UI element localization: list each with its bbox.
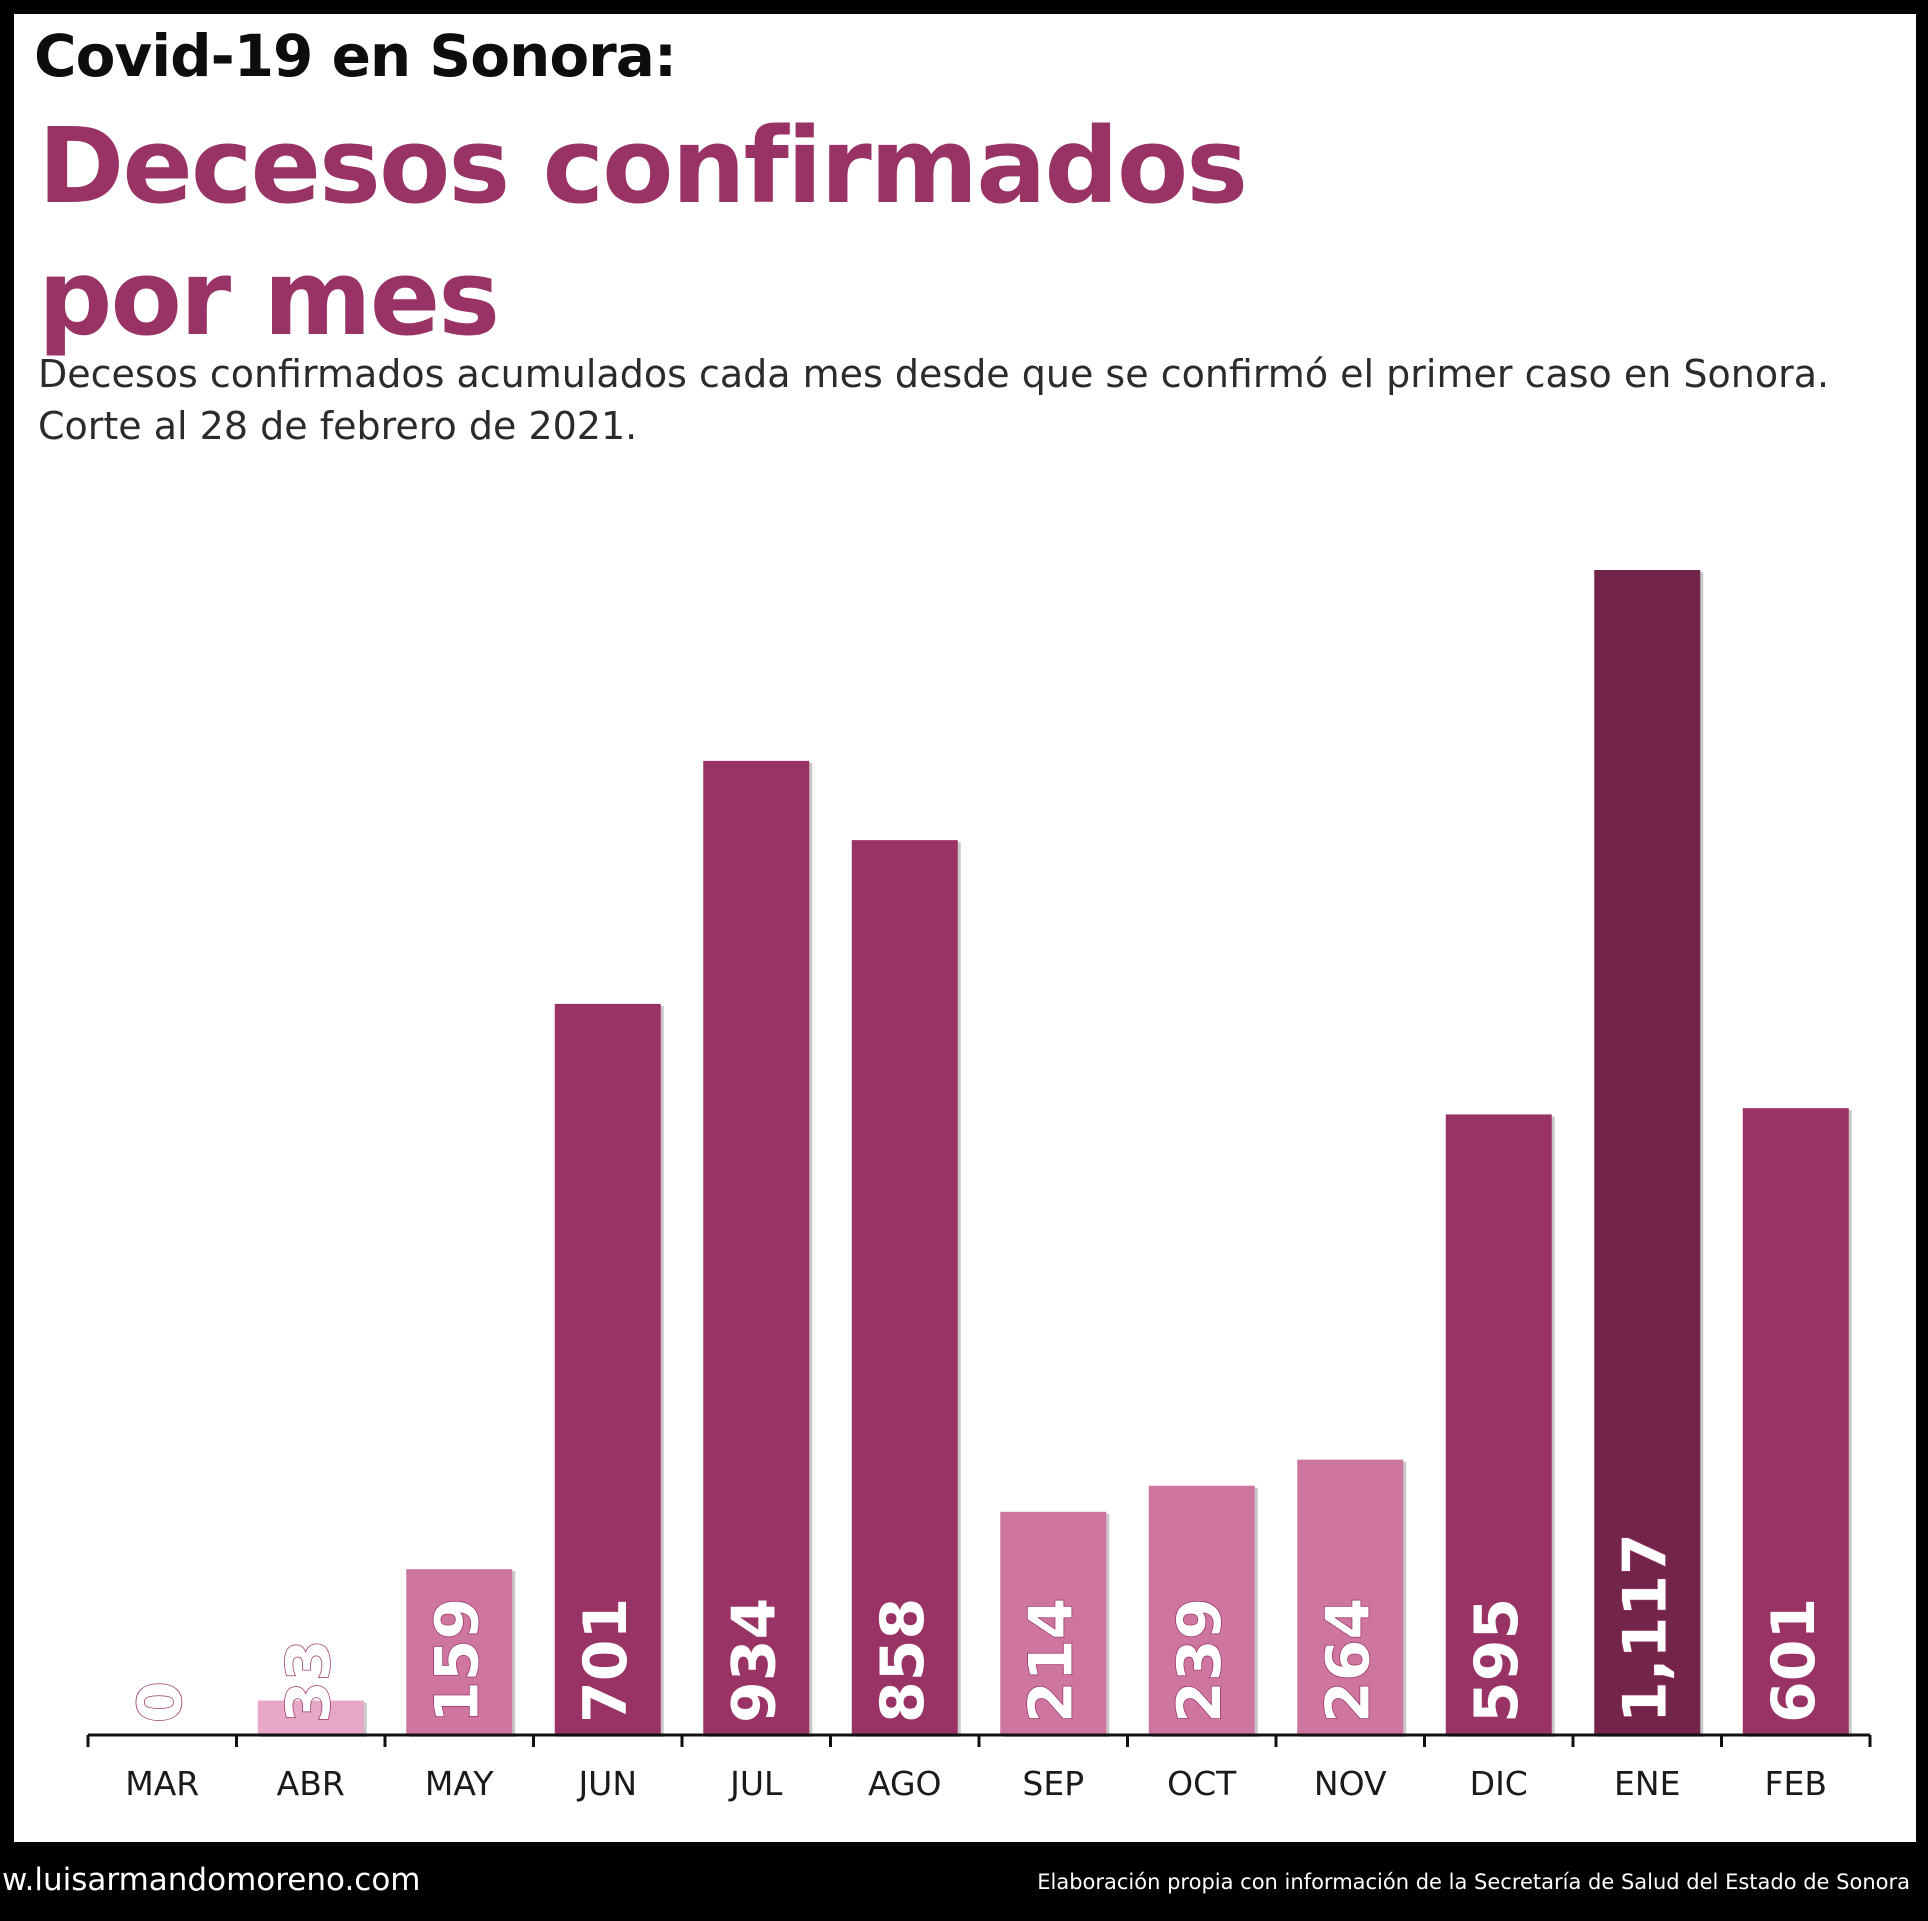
data-label-mar: 0 (125, 1681, 195, 1723)
data-label-dic: 595 (1462, 1598, 1532, 1723)
data-label-oct: 239 (1165, 1598, 1235, 1723)
data-label-feb: 601 (1759, 1598, 1829, 1723)
page-title-line-1: Decesos confirmados (38, 105, 1248, 227)
data-label-may: 159 (422, 1598, 492, 1723)
data-label-jul: 934 (719, 1598, 789, 1723)
tick-label-may: MAY (425, 1764, 494, 1803)
data-labels-layer: 0 33 159 701 934 858 214 239 264 595 1,117 601 (125, 1532, 1830, 1724)
tick-label-abr: ABR (277, 1764, 345, 1803)
tick-label-feb: FEB (1765, 1764, 1827, 1803)
tick-label-sep: SEP (1022, 1764, 1084, 1803)
page-title: Decesos confirmados por mes (38, 100, 1338, 364)
tick-label-jun: JUN (576, 1764, 637, 1803)
bar-may (406, 1569, 513, 1735)
data-label-ene: 1,117 (1610, 1533, 1680, 1723)
super-title: Covid-19 en Sonora: (34, 22, 677, 90)
bar-jul (703, 760, 810, 1735)
tick-label-oct: OCT (1167, 1764, 1237, 1803)
subtitle: Decesos confirmados acumulados cada mes … (38, 348, 1878, 452)
page-title-line-2: por mes (38, 237, 500, 359)
tick-label-dic: DIC (1470, 1764, 1528, 1803)
bar-sep (1000, 1511, 1107, 1735)
bar-abr (257, 1700, 364, 1735)
tick-label-mar: MAR (125, 1764, 199, 1803)
tick-label-ago: AGO (868, 1764, 942, 1803)
data-label-jun: 701 (571, 1598, 641, 1723)
bar-jun (554, 1003, 661, 1735)
subtitle-line-2: Corte al 28 de febrero de 2021. (38, 404, 638, 448)
x-axis: MAR ABR MAY JUN JUL AGO SEP OCT NOV DIC ENE FEB (86, 1733, 1872, 1803)
subtitle-line-1: Decesos confirmados acumulados cada mes … (38, 352, 1830, 396)
footer-website: w.luisarmandomoreno.com (2, 1862, 421, 1898)
tick-label-nov: NOV (1314, 1764, 1387, 1803)
data-label-abr: 33 (274, 1640, 344, 1724)
bar-feb (1742, 1108, 1849, 1735)
bar-oct (1148, 1485, 1255, 1735)
data-label-sep: 214 (1016, 1598, 1086, 1723)
data-label-nov: 264 (1313, 1598, 1383, 1723)
bars-layer (257, 570, 1852, 1737)
tick-label-jul: JUL (728, 1764, 783, 1803)
bar-ago (851, 840, 958, 1735)
bar-ene (1594, 570, 1701, 1735)
tick-label-ene: ENE (1614, 1764, 1680, 1803)
bar-nov (1297, 1459, 1404, 1735)
bar-dic (1445, 1114, 1552, 1735)
footer-source: Elaboración propia con información de la… (1037, 1870, 1910, 1894)
data-label-ago: 858 (868, 1598, 938, 1723)
